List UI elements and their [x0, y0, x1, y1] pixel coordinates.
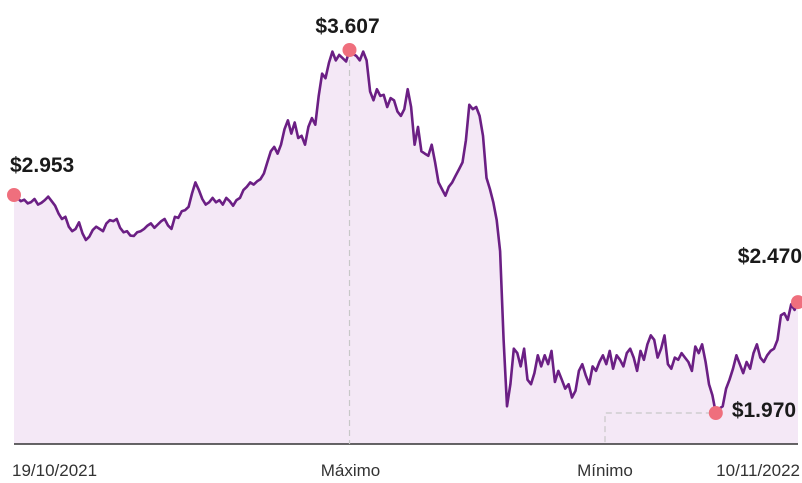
x-tick-label: 19/10/2021 — [12, 461, 97, 480]
min-value-label: $1.970 — [732, 399, 796, 422]
start-marker — [7, 188, 21, 202]
x-tick-label: Máximo — [321, 461, 381, 480]
min-guide-line — [604, 412, 712, 444]
end-value-label: $2.470 — [738, 245, 802, 268]
x-tick-label: 10/11/2022 — [716, 461, 800, 480]
x-tick-label: Mínimo — [577, 461, 633, 480]
annotation-markers — [7, 43, 802, 420]
price-series-line — [13, 48, 800, 415]
min-marker — [708, 406, 723, 420]
end-marker — [791, 295, 802, 310]
start-value-label: $2.953 — [10, 154, 74, 177]
max-marker — [342, 43, 357, 57]
annotation-labels: $2.953 $3.607 $1.970 $2.470 — [10, 15, 802, 422]
price-area — [14, 50, 798, 444]
max-value-label: $3.607 — [315, 15, 379, 38]
x-axis-ticks: 19/10/2021 Máximo Mínimo 10/11/2022 — [12, 461, 800, 480]
